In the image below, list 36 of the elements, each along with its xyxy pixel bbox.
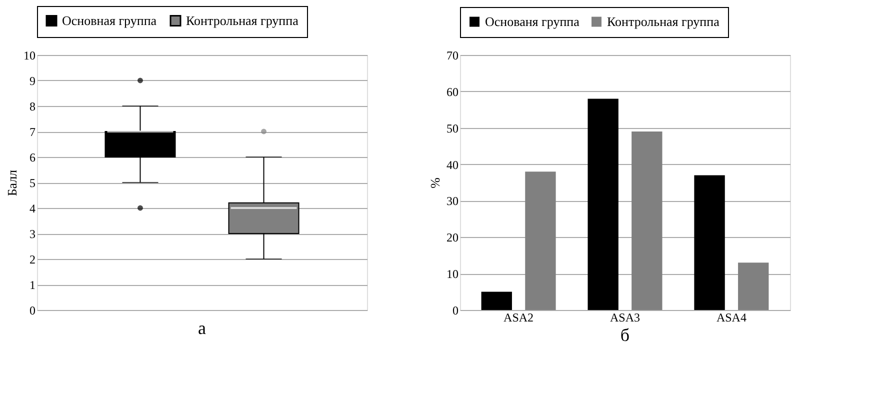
bar: [632, 132, 662, 310]
x-tick-label: ASA4: [716, 310, 746, 324]
y-tick-label: 50: [446, 121, 458, 136]
y-tick-label: 0: [30, 304, 36, 318]
text: б: [620, 325, 630, 345]
y-tick-label: 6: [30, 150, 36, 164]
y-tick-label: 2: [30, 252, 36, 266]
y-tick-label: 0: [452, 304, 458, 318]
bar: [588, 98, 618, 310]
bar: [481, 292, 512, 310]
y-tick-label: 8: [30, 100, 36, 114]
y-tick-label: 3: [30, 227, 36, 241]
legend-label: Основная группа: [62, 12, 157, 28]
legend-label: Контрольная группа: [186, 12, 299, 28]
x-tick-label: ASA2: [504, 310, 534, 324]
y-tick-label: 4: [30, 202, 36, 216]
bar: [525, 172, 556, 310]
y-tick-label: 10: [24, 48, 36, 62]
y-tick-label: 9: [30, 74, 36, 88]
y-tick-label: 30: [446, 194, 458, 208]
y-tick-label: 40: [446, 158, 458, 172]
bar: [694, 175, 725, 310]
y-tick-label: 20: [446, 230, 458, 245]
y-tick-label: 60: [446, 84, 458, 99]
legend-label: Контрольная группа: [607, 14, 720, 29]
bar: [738, 262, 769, 310]
y-tick-label: 10: [446, 267, 458, 282]
legend-label: Основаня группа: [485, 14, 580, 29]
y-tick-label: 1: [30, 278, 36, 292]
y-axis-title: Балл: [4, 169, 20, 196]
y-tick-label: 7: [30, 125, 36, 139]
y-tick-label: 5: [30, 176, 36, 190]
text: а: [198, 318, 206, 338]
y-tick-label: 70: [446, 48, 458, 62]
y-axis-title: %: [428, 177, 442, 188]
x-tick-label: ASA3: [610, 310, 640, 324]
